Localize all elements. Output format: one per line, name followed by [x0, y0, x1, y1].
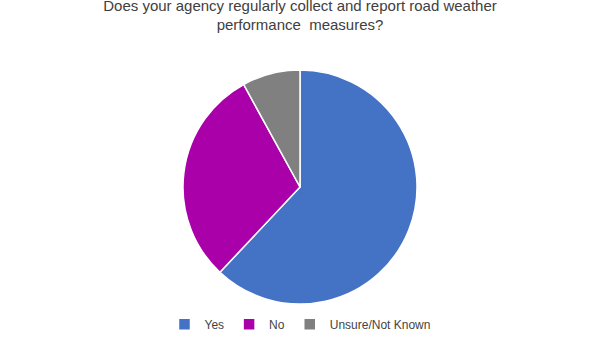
svg-text:Does your agency regularly col: Does your agency regularly collect and r… [103, 0, 497, 33]
svg-text:No: No [269, 318, 285, 332]
svg-text:Yes: Yes [205, 318, 225, 332]
svg-text:Unsure/Not Known: Unsure/Not Known [330, 318, 431, 332]
